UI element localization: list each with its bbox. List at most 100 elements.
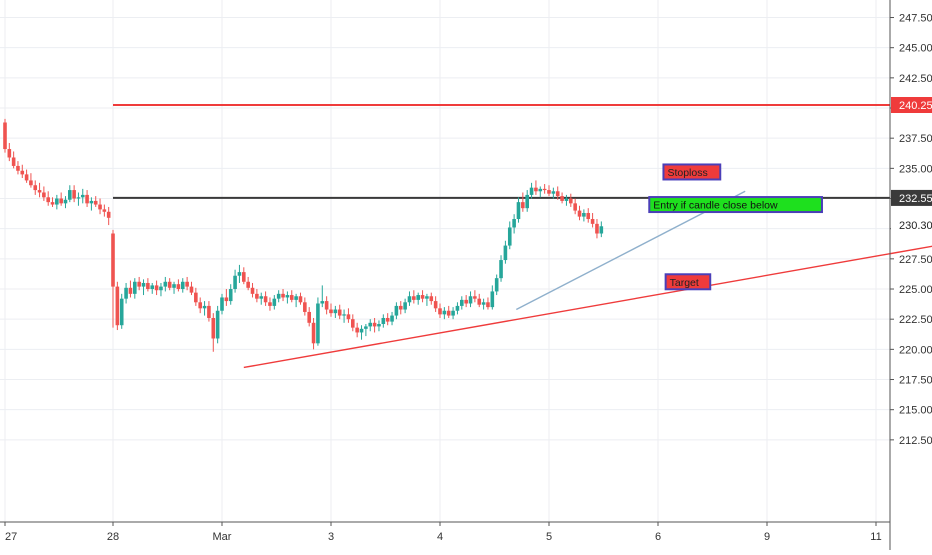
candle-body — [93, 200, 98, 205]
candle-body — [176, 284, 181, 290]
candle-body — [106, 211, 111, 218]
candle-body — [372, 322, 377, 327]
candle-body — [115, 286, 120, 326]
candle-body — [202, 305, 207, 309]
price-tag-text: 240.25 — [899, 100, 932, 112]
price-tag-box — [891, 217, 932, 234]
candle-body — [59, 198, 63, 204]
candle-body — [333, 309, 338, 314]
candle-body — [215, 310, 220, 339]
candle-body — [46, 197, 50, 203]
y-tick-label: 220.00 — [899, 344, 932, 356]
annotation-text: Stoploss — [667, 167, 707, 179]
price-tag-text: 230.30 — [899, 220, 932, 232]
candle-body — [68, 190, 72, 200]
y-tick-label: 222.50 — [899, 314, 932, 326]
candle-body — [377, 324, 381, 327]
candle-body — [111, 233, 115, 287]
candle-body — [159, 286, 163, 291]
candle-body — [507, 227, 512, 246]
candle-body — [555, 191, 560, 197]
candle-body — [3, 122, 7, 150]
candle-body — [429, 296, 434, 302]
candle-body — [494, 278, 499, 292]
candle-body — [285, 295, 290, 298]
candle-body — [595, 223, 599, 234]
candle-body — [37, 190, 42, 193]
candle-body — [385, 317, 390, 322]
y-tick-label: 247.50 — [899, 13, 932, 25]
candle-body — [412, 296, 416, 300]
candle-body — [137, 281, 141, 287]
y-tick-label: 227.50 — [899, 254, 932, 266]
candle-body — [316, 303, 320, 344]
candle-body — [180, 281, 185, 290]
candle-body — [268, 302, 272, 306]
candle-body — [503, 245, 508, 261]
candle-body — [381, 317, 386, 325]
candle-body — [468, 296, 473, 304]
candle-body — [141, 282, 146, 287]
y-tick-label: 212.50 — [899, 435, 932, 447]
candle-body — [569, 198, 573, 204]
y-tick-label: 217.50 — [899, 375, 932, 387]
candle-body — [228, 289, 233, 302]
candles — [3, 118, 604, 352]
candle-body — [85, 194, 89, 204]
candle-body — [55, 198, 59, 205]
candle-body — [307, 311, 311, 323]
candle-body — [324, 301, 329, 310]
candle-body — [337, 309, 342, 316]
candle-body — [464, 299, 468, 304]
candle-body — [167, 281, 172, 288]
candle-body — [80, 194, 85, 198]
candle-body — [551, 191, 556, 194]
candle-body — [398, 305, 403, 310]
candle-body — [590, 219, 595, 224]
price-tag: 230.30 — [891, 217, 932, 234]
annotations: Stoploss Entry if candle close below Targe… — [648, 163, 823, 291]
candle-body — [477, 298, 482, 305]
candle-body — [577, 210, 582, 217]
candle-body — [294, 296, 298, 300]
price-tag: 232.55 — [891, 189, 932, 206]
candle-body — [16, 165, 20, 171]
candle-body — [42, 192, 46, 198]
candle-body — [233, 275, 237, 290]
x-tick-label: Mar — [213, 531, 232, 543]
price-tag-box — [891, 189, 932, 206]
candle-body — [76, 197, 81, 199]
candle-body — [586, 212, 591, 220]
candle-body — [89, 200, 94, 204]
annotation-box — [662, 163, 722, 181]
candle-body — [451, 310, 455, 316]
candle-body — [29, 180, 33, 186]
price-tag: 240.25 — [891, 97, 932, 113]
candle-body — [298, 296, 303, 303]
candle-body — [211, 317, 216, 339]
candle-body — [119, 298, 124, 326]
x-tick-label: 6 — [655, 531, 661, 543]
candle-body — [368, 322, 373, 327]
x-tick-label: 28 — [107, 531, 119, 543]
candle-body — [560, 196, 564, 201]
candle-body — [460, 299, 464, 306]
candle-body — [329, 309, 333, 314]
candle-body — [407, 296, 412, 303]
candle-body — [342, 314, 346, 316]
candle-body — [311, 322, 316, 344]
x-tick-label: 27 — [5, 531, 17, 543]
candle-body — [351, 319, 355, 328]
annotation-label: Stoploss — [662, 163, 722, 181]
candle-body — [128, 287, 133, 294]
candle-body — [525, 194, 529, 209]
candle-body — [538, 188, 543, 192]
candle-body — [490, 291, 495, 308]
candle-body — [237, 272, 242, 276]
candle-body — [499, 260, 503, 279]
candle-body — [573, 203, 577, 211]
candle-body — [246, 281, 250, 288]
candle-body — [133, 281, 137, 294]
